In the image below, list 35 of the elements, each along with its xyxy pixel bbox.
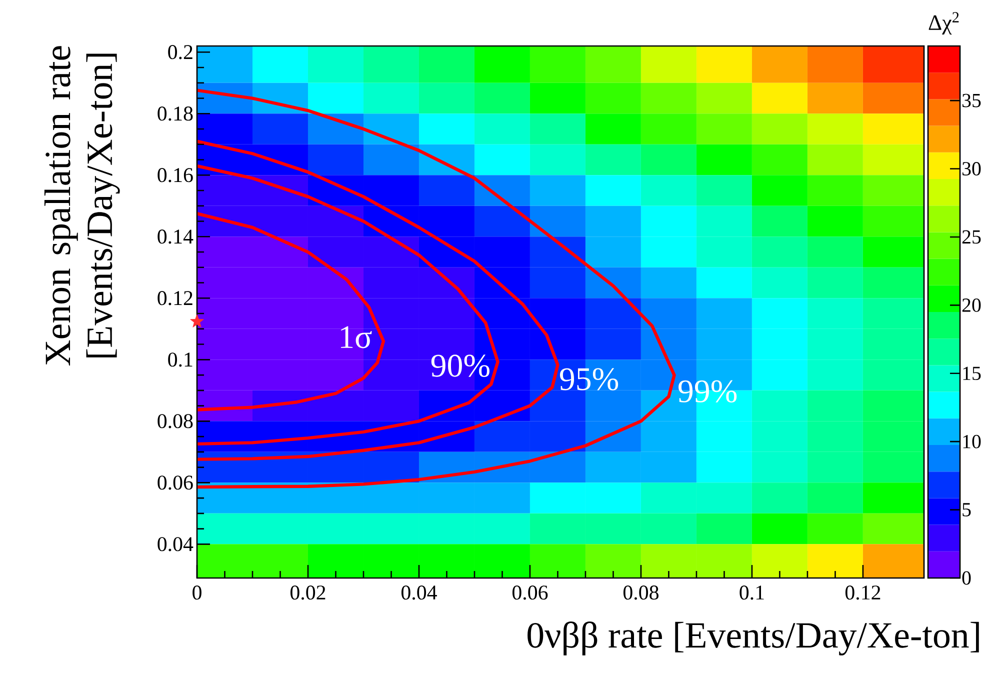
y-tick-label: 0.1 bbox=[168, 352, 192, 367]
line-series bbox=[197, 212, 386, 412]
color-bar-label: 0 bbox=[962, 571, 971, 585]
x-tick-label: 0.08 bbox=[623, 586, 658, 600]
x-axis-title: 0νββ rate [Events/Day/Xe-ton] bbox=[528, 622, 979, 656]
color-bar-label: 35 bbox=[962, 94, 981, 108]
line-series bbox=[197, 164, 500, 446]
series-label: 95% bbox=[560, 368, 618, 390]
x-tick-label: 0.02 bbox=[290, 586, 326, 600]
x-tick-label: 0.1 bbox=[740, 586, 764, 600]
line-series bbox=[197, 88, 676, 489]
series-label: 1σ bbox=[341, 326, 372, 348]
series-label: 99% bbox=[678, 380, 737, 403]
color-bar-label: 10 bbox=[963, 434, 981, 448]
y-tick-label: 0.14 bbox=[158, 230, 194, 244]
series-label: 90% bbox=[431, 354, 490, 377]
y-tick-label: 0.04 bbox=[158, 537, 194, 552]
x-tick-label: 0.12 bbox=[845, 586, 880, 600]
y-tick-label: 0.08 bbox=[158, 414, 193, 428]
y-tick-label: 0.12 bbox=[158, 291, 192, 306]
color-bar-label: 25 bbox=[962, 230, 981, 244]
y-tick-label: 0.06 bbox=[158, 476, 193, 490]
y-axis-title: Xenon spallation rate [Events/Day/Xe-ton] bbox=[44, 46, 120, 366]
color-bar-label: 30 bbox=[962, 162, 981, 176]
color-bar-label: 20 bbox=[962, 298, 981, 312]
y-tick-label: 0.18 bbox=[158, 106, 193, 121]
x-tick-label: 0.06 bbox=[512, 586, 548, 600]
color-bar-label: 15 bbox=[963, 366, 981, 380]
y-tick-label: 0.16 bbox=[158, 168, 193, 182]
x-tick-label: 0.04 bbox=[401, 586, 437, 600]
line-series bbox=[197, 140, 560, 461]
color-bar-label: 5 bbox=[962, 503, 971, 516]
x-tick-label: 0 bbox=[192, 586, 202, 600]
color-bar-title: Δχ$^{2}$ bbox=[928, 12, 959, 34]
y-tick-label: 0.2 bbox=[168, 45, 192, 60]
